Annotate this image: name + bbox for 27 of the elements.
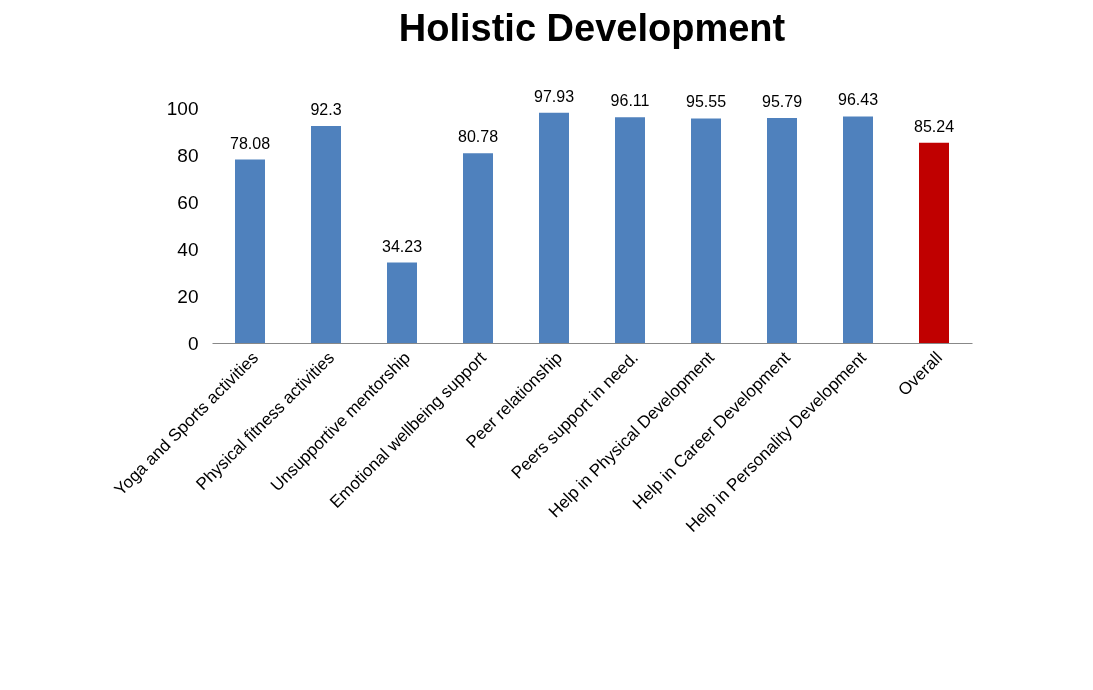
data-label: 92.3 [310, 101, 342, 119]
y-tick-label: 40 [177, 238, 199, 260]
bar [311, 126, 341, 343]
y-tick-label: 60 [177, 191, 199, 213]
data-label: 34.23 [381, 237, 423, 255]
data-label: 96.11 [610, 92, 650, 110]
y-tick-label: 100 [166, 97, 199, 119]
bar [691, 118, 721, 343]
data-label: 85.24 [913, 117, 955, 135]
bar [767, 117, 797, 343]
data-label: 95.79 [761, 92, 803, 110]
bar [539, 112, 569, 343]
chart-title: Holistic Development [398, 6, 786, 49]
y-tick-label: 20 [177, 285, 199, 307]
bar [615, 117, 645, 343]
bar [919, 142, 949, 343]
bar [235, 159, 265, 343]
data-label: 80.78 [457, 128, 499, 146]
y-tick-label: 80 [177, 144, 199, 166]
bar [387, 262, 417, 343]
data-label: 96.43 [837, 91, 879, 109]
bar [463, 153, 493, 343]
bar [843, 116, 873, 343]
y-tick-label: 0 [187, 332, 199, 354]
data-label: 78.08 [229, 134, 271, 152]
data-label: 97.93 [533, 87, 575, 105]
data-label: 95.55 [685, 93, 727, 111]
